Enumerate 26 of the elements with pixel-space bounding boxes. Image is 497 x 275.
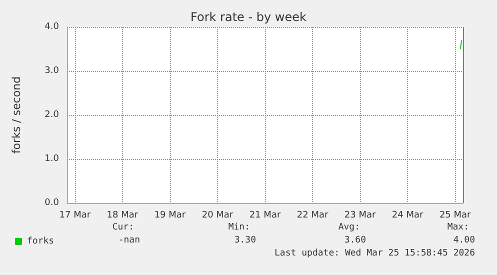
y-tick-label: 2.0 bbox=[44, 110, 60, 120]
y-tick-label: 0.0 bbox=[44, 198, 60, 208]
text: Avg: bbox=[338, 222, 360, 232]
y-axis-title: forks / second bbox=[10, 76, 23, 154]
text: Last update: Wed Mar 25 15:58:45 2026 bbox=[274, 248, 475, 258]
y-tick-label: 1.0 bbox=[44, 154, 60, 164]
x-tick-label: 20 Mar bbox=[202, 210, 234, 220]
text: -nan bbox=[118, 236, 140, 246]
text: Cur: bbox=[112, 222, 134, 232]
x-tick-label: 21 Mar bbox=[249, 210, 281, 220]
text: 3.30 bbox=[234, 236, 256, 246]
text: Min: bbox=[228, 222, 250, 232]
x-tick-label: 23 Mar bbox=[344, 210, 376, 220]
y-tick-label: 4.0 bbox=[44, 22, 60, 32]
text: Max: bbox=[447, 222, 469, 232]
x-tick-label: 19 Mar bbox=[154, 210, 186, 220]
x-tick-label: 18 Mar bbox=[106, 210, 138, 220]
x-tick-label: 22 Mar bbox=[296, 210, 328, 220]
chart-title: Fork rate - by week bbox=[190, 10, 306, 24]
text: 4.00 bbox=[453, 236, 475, 246]
text: 3.60 bbox=[344, 236, 366, 246]
x-tick-label: 17 Mar bbox=[59, 210, 91, 220]
x-tick-label: 24 Mar bbox=[392, 210, 424, 220]
x-tick-label: 25 Mar bbox=[439, 210, 472, 220]
legend-label: forks bbox=[27, 236, 54, 246]
y-tick-label: 3.0 bbox=[44, 66, 60, 76]
